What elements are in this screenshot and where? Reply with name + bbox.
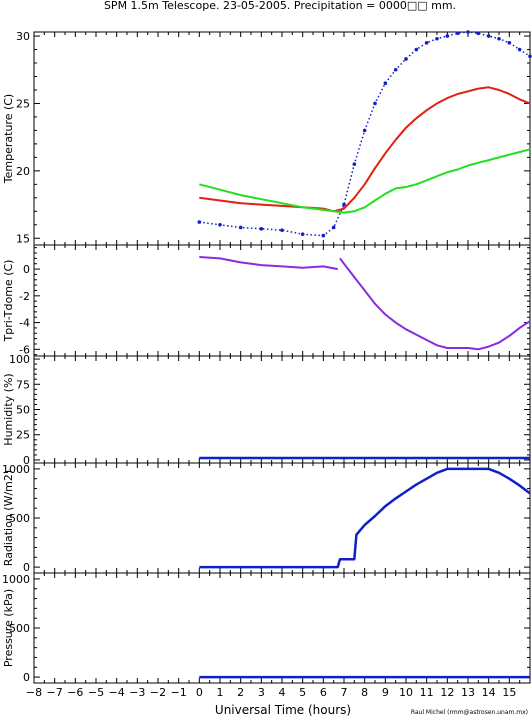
y-tick-label: 0 xyxy=(23,671,30,684)
x-tick-label: 15 xyxy=(502,686,516,699)
x-tick-label: 4 xyxy=(279,686,286,699)
series-line xyxy=(199,467,531,569)
y-tick-label: 1000 xyxy=(2,463,30,476)
series-line xyxy=(199,86,531,213)
x-tick-label: −2 xyxy=(150,686,166,699)
y-tick-label: 15 xyxy=(16,232,30,245)
data-point xyxy=(238,225,243,230)
x-tick-label: 0 xyxy=(196,686,203,699)
y-tick-label: 25 xyxy=(16,97,30,110)
y-axis-label: Tpri-Tdome (C) xyxy=(2,260,15,343)
panel-frame xyxy=(33,572,531,684)
y-axis-label: Humidity (%) xyxy=(2,373,15,445)
series-line xyxy=(199,148,531,214)
x-tick-label: 5 xyxy=(299,686,306,699)
x-tick-label: 3 xyxy=(258,686,265,699)
series-line xyxy=(199,256,338,271)
x-tick-label: 14 xyxy=(482,686,496,699)
y-tick-label: -4 xyxy=(19,317,30,330)
y-tick-label: -2 xyxy=(19,290,30,303)
y-axis-label: Temperature (C) xyxy=(2,94,15,184)
x-tick-label: −8 xyxy=(26,686,42,699)
x-tick-label: −7 xyxy=(47,686,63,699)
x-tick-label: 12 xyxy=(440,686,454,699)
y-axis-label: Pressure (kPa) xyxy=(2,589,15,667)
x-tick-label: 10 xyxy=(399,686,413,699)
x-tick-label: −4 xyxy=(109,686,125,699)
x-tick-label: −6 xyxy=(67,686,83,699)
data-point xyxy=(259,227,264,231)
x-tick-label: −5 xyxy=(88,686,104,699)
y-tick-label: 25 xyxy=(16,429,30,442)
x-tick-label: 1 xyxy=(217,686,224,699)
x-tick-label: 11 xyxy=(420,686,434,699)
y-tick-label: 30 xyxy=(16,30,30,43)
panel-frame xyxy=(33,31,531,246)
series-line xyxy=(199,31,531,237)
series-line xyxy=(339,257,531,351)
credit-text: Raul Michel (rmm@astrosen.unam.mx) xyxy=(411,709,528,716)
y-tick-label: 50 xyxy=(16,404,30,417)
y-tick-label: 0 xyxy=(23,561,30,574)
y-tick-label: 0 xyxy=(23,454,30,467)
x-tick-label: −1 xyxy=(171,686,187,699)
data-point xyxy=(414,47,419,52)
panel-frame xyxy=(33,244,531,357)
x-tick-label: 9 xyxy=(382,686,389,699)
y-tick-label: -6 xyxy=(19,343,30,356)
y-tick-label: 100 xyxy=(9,353,30,366)
y-tick-label: 0 xyxy=(23,263,30,276)
x-tick-label: 6 xyxy=(320,686,327,699)
y-tick-label: 20 xyxy=(16,165,30,178)
panel-frame xyxy=(33,462,531,574)
y-tick-label: 75 xyxy=(16,378,30,391)
x-axis-label: Universal Time (hours) xyxy=(215,703,351,717)
x-tick-label: −3 xyxy=(129,686,145,699)
y-axis-label: Radiation (W/m2) xyxy=(2,470,15,566)
y-tick-label: 1000 xyxy=(2,573,30,586)
y-tick-label: 500 xyxy=(9,622,30,635)
x-tick-label: 7 xyxy=(341,686,348,699)
y-tick-label: 500 xyxy=(9,512,30,525)
x-tick-label: 2 xyxy=(237,686,244,699)
panel-frame xyxy=(33,355,531,464)
x-tick-label: 8 xyxy=(361,686,368,699)
chart-title: SPM 1.5m Telescope. 23-05-2005. Precipit… xyxy=(104,0,456,12)
x-tick-label: 13 xyxy=(461,686,475,699)
